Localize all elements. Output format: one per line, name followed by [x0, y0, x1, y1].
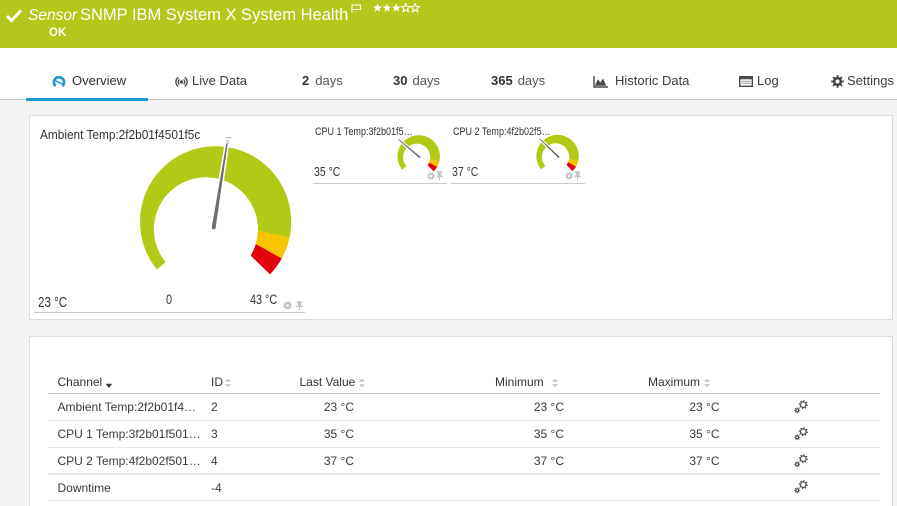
- svg-text:x: x: [226, 137, 230, 146]
